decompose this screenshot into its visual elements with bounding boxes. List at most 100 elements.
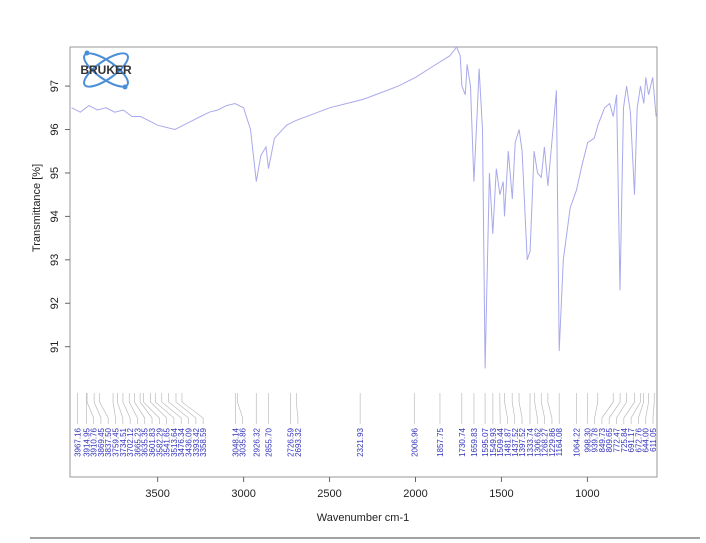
peak-label: 3582.29 <box>155 427 164 456</box>
y-tick-label: 95 <box>49 167 61 179</box>
peak-label: 2693.32 <box>294 427 303 456</box>
peak-label: 1659.83 <box>470 427 479 456</box>
y-tick-label: 94 <box>49 210 61 222</box>
x-tick-label: 1500 <box>489 488 513 500</box>
peak-leader <box>601 393 614 424</box>
peak-label: 3837.50 <box>104 427 113 456</box>
peak-leader <box>181 393 204 424</box>
peak-label: 3048.14 <box>231 427 240 456</box>
peak-label: 809.65 <box>605 427 614 452</box>
peak-leader <box>112 393 116 424</box>
peak-label: 2726.59 <box>287 427 296 456</box>
peak-label: 3759.45 <box>112 427 121 456</box>
peak-leader <box>139 393 153 424</box>
peak-label: 3358.59 <box>199 427 208 456</box>
peak-leader <box>154 393 175 424</box>
peak-label: 725.84 <box>620 427 629 452</box>
y-tick-label: 93 <box>49 254 61 266</box>
peak-leader <box>161 393 182 424</box>
plot-frame <box>69 46 658 478</box>
peak-leader <box>117 393 124 424</box>
peak-leader <box>518 393 523 424</box>
logo-text: BRUKER <box>80 63 132 77</box>
peak-label: 3541.65 <box>163 427 172 456</box>
peak-leader <box>93 393 102 424</box>
peak-leader <box>652 393 655 424</box>
peak-label: 1437.52 <box>511 427 520 456</box>
peak-leader <box>128 393 138 424</box>
peak-label: 1306.62 <box>533 427 542 456</box>
y-tick-label: 96 <box>49 123 61 135</box>
peak-label: 849.73 <box>598 427 607 452</box>
peak-label: 939.78 <box>591 427 600 452</box>
peak-label: 2926.32 <box>252 427 261 456</box>
peak-label: 1549.93 <box>489 427 498 456</box>
spectrum-line <box>71 46 657 369</box>
x-tick-label: 2000 <box>403 488 427 500</box>
y-tick-label: 92 <box>49 297 61 309</box>
peak-label: 3393.42 <box>192 427 201 456</box>
peak-label: 2855.70 <box>264 427 273 456</box>
peak-label: 1268.27 <box>541 427 550 456</box>
peak-leader <box>122 393 131 424</box>
peak-leader <box>645 393 649 424</box>
peak-label: 1509.44 <box>496 427 505 456</box>
y-tick-label: 97 <box>49 80 61 92</box>
peak-label: 644.00 <box>642 427 651 452</box>
peak-label: 3436.09 <box>185 427 194 456</box>
peak-leader <box>608 393 621 424</box>
peak-label: 611.05 <box>649 427 658 451</box>
peak-label: 3702.12 <box>126 427 135 456</box>
peak-leader <box>547 393 553 424</box>
peak-label: 672.76 <box>634 427 643 452</box>
peak-label: 1481.87 <box>503 427 512 456</box>
peak-leader <box>504 393 508 424</box>
peak-leader <box>86 393 94 424</box>
peak-label: 691.17 <box>627 427 636 452</box>
x-tick-label: 2500 <box>317 488 341 500</box>
peak-label: 3601.83 <box>148 427 157 456</box>
peak-label: 2321.93 <box>356 427 365 456</box>
peak-label: 1730.74 <box>458 427 467 456</box>
peak-label: 3734.51 <box>119 427 128 456</box>
peak-label: 3513.64 <box>170 427 179 456</box>
peak-label: 1064.22 <box>572 427 581 456</box>
peak-label: 1333.74 <box>526 427 535 456</box>
peak-leader <box>143 393 160 424</box>
peak-leader <box>623 393 635 424</box>
peak-label: 3869.45 <box>97 427 106 456</box>
peak-leader <box>237 393 243 424</box>
x-tick-label: 3500 <box>145 488 169 500</box>
peak-label: 1595.07 <box>481 427 490 456</box>
peak-leader <box>150 393 167 424</box>
peak-label: 1164.08 <box>555 427 564 456</box>
peak-leader <box>511 393 516 424</box>
peak-leader <box>99 393 109 424</box>
peak-leader <box>616 393 627 424</box>
peak-leader <box>630 393 641 424</box>
peak-label: 3476.34 <box>177 427 186 456</box>
peak-label: 998.30 <box>583 427 592 452</box>
x-axis-title: Wavenumber cm-1 <box>317 512 410 524</box>
y-axis-title: Transmittance [%] <box>31 164 43 252</box>
peak-leader <box>594 393 599 424</box>
peak-leader <box>638 393 644 424</box>
x-tick-label: 1000 <box>575 488 599 500</box>
x-tick-label: 3000 <box>231 488 255 500</box>
logo: BRUKER <box>80 50 132 90</box>
peak-label: 3635.35 <box>141 427 150 456</box>
peak-leader <box>540 393 545 424</box>
peak-label: 2006.96 <box>410 427 419 456</box>
y-tick-label: 91 <box>49 341 61 353</box>
peak-leader <box>295 393 299 424</box>
peak-label: 3967.16 <box>73 427 82 456</box>
peak-label: 1397.52 <box>518 427 527 456</box>
peak-label: 1229.86 <box>548 427 557 456</box>
peak-label: 3035.86 <box>239 427 248 456</box>
peak-leader <box>175 393 197 424</box>
peak-leader <box>534 393 538 424</box>
peak-label: 1857.75 <box>436 427 445 456</box>
peak-label: 3665.23 <box>133 427 142 456</box>
peak-label: 3910.76 <box>90 427 99 456</box>
